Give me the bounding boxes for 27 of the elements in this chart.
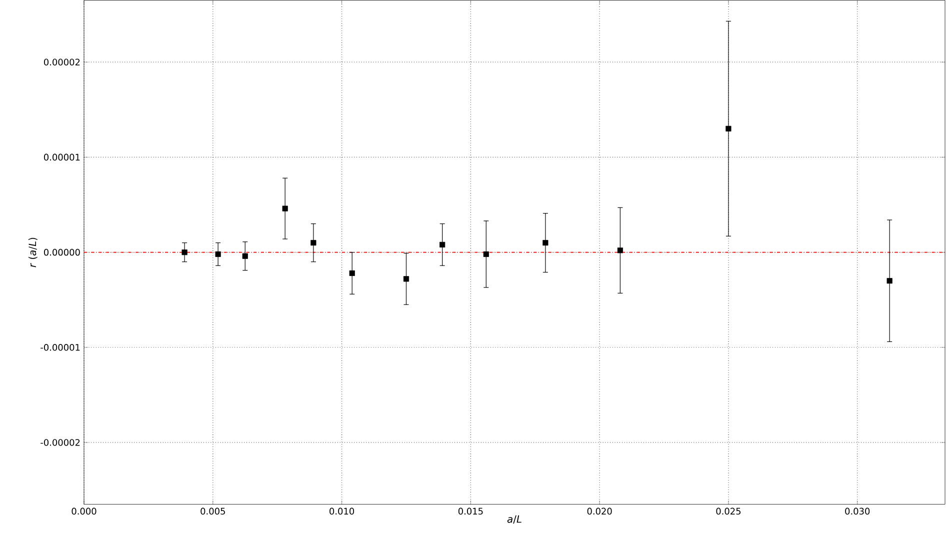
- point: [886, 278, 892, 284]
- point: [483, 251, 489, 257]
- x-axis-title: a/L: [507, 515, 522, 524]
- point: [215, 251, 221, 257]
- x-tick-label: 0.000: [72, 508, 96, 514]
- point: [403, 276, 410, 282]
- x-tick-label: 0.020: [587, 508, 612, 514]
- x-tick-label: 0.025: [716, 508, 741, 514]
- point: [726, 126, 732, 132]
- y-tick-label: -0.00002: [40, 438, 80, 446]
- point: [242, 253, 248, 259]
- x-tick-label: 0.030: [845, 508, 870, 514]
- y-axis-title: r (a/L): [28, 238, 38, 268]
- y-tick-label: 0.00002: [44, 58, 80, 66]
- x-tick-label: 0.015: [458, 508, 483, 514]
- x-tick-label: 0.005: [200, 508, 225, 514]
- y-tick-label: 0.00000: [44, 248, 80, 256]
- y-tick-label: 0.00001: [44, 154, 80, 160]
- point: [282, 206, 288, 212]
- point: [542, 240, 548, 246]
- point: [617, 247, 623, 254]
- point: [310, 240, 316, 246]
- point: [440, 242, 446, 248]
- y-tick-label: -0.00001: [40, 344, 80, 351]
- point: [182, 249, 188, 255]
- x-tick-label: 0.010: [330, 508, 354, 514]
- point: [349, 270, 355, 276]
